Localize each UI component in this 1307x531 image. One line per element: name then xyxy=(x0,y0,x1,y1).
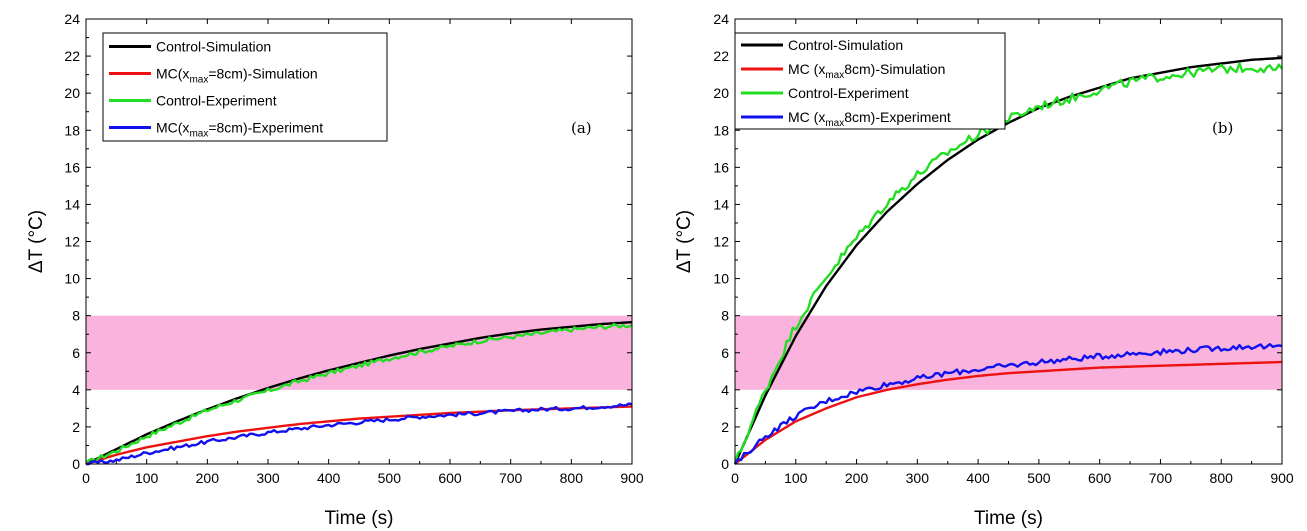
chart-2-y-tick-label: 6 xyxy=(721,345,729,361)
chart-2-series-2-line xyxy=(734,360,1283,465)
chart-1-legend-label-4-part-2: max xyxy=(189,129,208,140)
chart-2-x-tick-label: 400 xyxy=(966,470,990,486)
chart-1-y-tick-label: 22 xyxy=(64,48,80,64)
chart-2-legend-label-2-part-2: max xyxy=(825,70,844,81)
chart-1-series-4-line xyxy=(86,402,633,466)
chart-1-x-tick-label: 600 xyxy=(438,470,462,486)
chart-2-x-tick-label: 600 xyxy=(1088,470,1112,486)
chart-1-panel-label: (a) xyxy=(571,119,592,137)
chart-2: 0 100 200 300 400 500 600 700 800 900024681012141… xyxy=(674,11,1294,529)
chart-1-legend-label-1: Control-Simulation xyxy=(156,39,271,55)
chart-1-x-tick-label: 800 xyxy=(560,470,584,486)
chart-2-y-tick-label: 0 xyxy=(721,456,729,472)
chart-1-y-tick-label: 12 xyxy=(64,234,80,250)
chart-1-legend-box xyxy=(102,32,388,142)
chart-2-x-tick-label: 900 xyxy=(1270,470,1294,486)
chart-2-y-tick-label: 8 xyxy=(721,308,729,324)
chart-1-y-tick-label: 4 xyxy=(72,382,80,398)
chart-2-x-tick-label: 500 xyxy=(1027,470,1051,486)
chart-1-x-tick-label: 400 xyxy=(317,470,341,486)
chart-1-legend-label-3: Control-Experiment xyxy=(156,93,277,109)
chart-1-legend-label-2-part-2: max xyxy=(189,75,208,86)
chart-1-y-tick-label: 24 xyxy=(64,11,80,27)
chart-1-x-tick-label: 700 xyxy=(499,470,523,486)
chart-2-series-3-line xyxy=(733,62,1283,465)
chart-2-shaded-band xyxy=(735,315,1282,390)
chart-1-legend: Control-SimulationMC(xmax=8cm)-Simulatio… xyxy=(102,32,388,142)
chart-1-x-tick-label: 0 xyxy=(82,470,90,486)
chart-1-series-2-line xyxy=(85,405,633,466)
chart-1-legend-label-2: MC(xmax=8cm)-Simulation xyxy=(156,66,318,86)
chart-2-y-tick-label: 4 xyxy=(721,382,729,398)
chart-2-series-4-line xyxy=(733,343,1283,465)
chart-1-legend-label-4-part-1: MC(x xyxy=(156,120,189,136)
chart-2-y-tick-label: 22 xyxy=(713,48,729,64)
chart-2-x-tick-label: 200 xyxy=(845,470,869,486)
chart-2-legend-label-2: MC (xmax8cm)-Simulation xyxy=(788,61,945,81)
chart-1-y-tick-label: 16 xyxy=(64,159,80,175)
chart-2-legend-label-2-part-1: MC (x xyxy=(788,61,825,77)
chart-2-x-tick-label: 300 xyxy=(906,470,930,486)
chart-1-shaded-band xyxy=(86,315,632,390)
chart-1-y-tick-label: 2 xyxy=(72,419,80,435)
chart-2-x-axis-title: Time (s) xyxy=(974,508,1043,529)
chart-2-legend-label-4-part-2: max xyxy=(825,118,844,129)
chart-1-x-tick-label: 900 xyxy=(620,470,644,486)
chart-2-y-tick-label: 16 xyxy=(713,159,729,175)
chart-2-y-tick-label: 2 xyxy=(721,419,729,435)
chart-1-series-3-line xyxy=(85,322,633,464)
chart-1-x-axis-title: Time (s) xyxy=(325,508,394,529)
chart-2-legend-label-1: Control-Simulation xyxy=(788,37,903,53)
chart-2-legend-box xyxy=(734,32,1006,130)
chart-2-legend-label-4-part-3: 8cm)-Experiment xyxy=(844,109,951,125)
chart-2-panel-label: (b) xyxy=(1212,119,1233,137)
chart-2-y-axis-title: ΔT (°C) xyxy=(674,210,695,273)
chart-2-legend-label-4-part-1: MC (x xyxy=(788,109,825,125)
chart-1-x-tick-label: 100 xyxy=(135,470,159,486)
chart-2-y-tick-label: 18 xyxy=(713,122,729,138)
chart-2-x-tick-label: 100 xyxy=(784,470,808,486)
chart-1-legend-label-2-part-3: =8cm)-Simulation xyxy=(208,66,317,82)
chart-1: 0 100 200 300 400 500 600 700 800 900024681012141… xyxy=(26,11,644,529)
chart-2-x-tick-label: 0 xyxy=(731,470,739,486)
chart-2-y-tick-label: 14 xyxy=(713,196,729,212)
chart-1-x-tick-label: 300 xyxy=(256,470,280,486)
chart-1-y-tick-label: 18 xyxy=(64,122,80,138)
chart-1-series-1-line xyxy=(85,320,633,466)
chart-2-legend-label-2-part-3: 8cm)-Simulation xyxy=(844,61,945,77)
chart-2-legend-label-3: Control-Experiment xyxy=(788,85,909,101)
chart-2-y-tick-label: 24 xyxy=(713,11,729,27)
chart-1-y-tick-label: 14 xyxy=(64,196,80,212)
chart-1-y-tick-label: 10 xyxy=(64,271,80,287)
chart-1-y-axis-title: ΔT (°C) xyxy=(26,210,47,273)
chart-2-y-tick-label: 10 xyxy=(713,271,729,287)
chart-2-legend-label-4: MC (xmax8cm)-Experiment xyxy=(788,109,951,129)
chart-2-x-tick-label: 700 xyxy=(1149,470,1173,486)
chart-2-x-tick-label: 800 xyxy=(1210,470,1234,486)
chart-1-y-tick-label: 8 xyxy=(72,308,80,324)
chart-2-y-tick-label: 12 xyxy=(713,234,729,250)
chart-1-y-tick-label: 0 xyxy=(72,456,80,472)
chart-1-legend-label-2-part-1: MC(x xyxy=(156,66,189,82)
chart-1-y-tick-label: 6 xyxy=(72,345,80,361)
chart-1-y-tick-label: 20 xyxy=(64,85,80,101)
chart-1-legend-label-4: MC(xmax=8cm)-Experiment xyxy=(156,120,323,140)
chart-1-x-tick-label: 500 xyxy=(378,470,402,486)
chart-2-series-1-line xyxy=(733,56,1283,465)
chart-1-legend-label-4-part-3: =8cm)-Experiment xyxy=(208,120,323,136)
chart-2-y-tick-label: 20 xyxy=(713,85,729,101)
chart-1-x-tick-label: 200 xyxy=(196,470,220,486)
